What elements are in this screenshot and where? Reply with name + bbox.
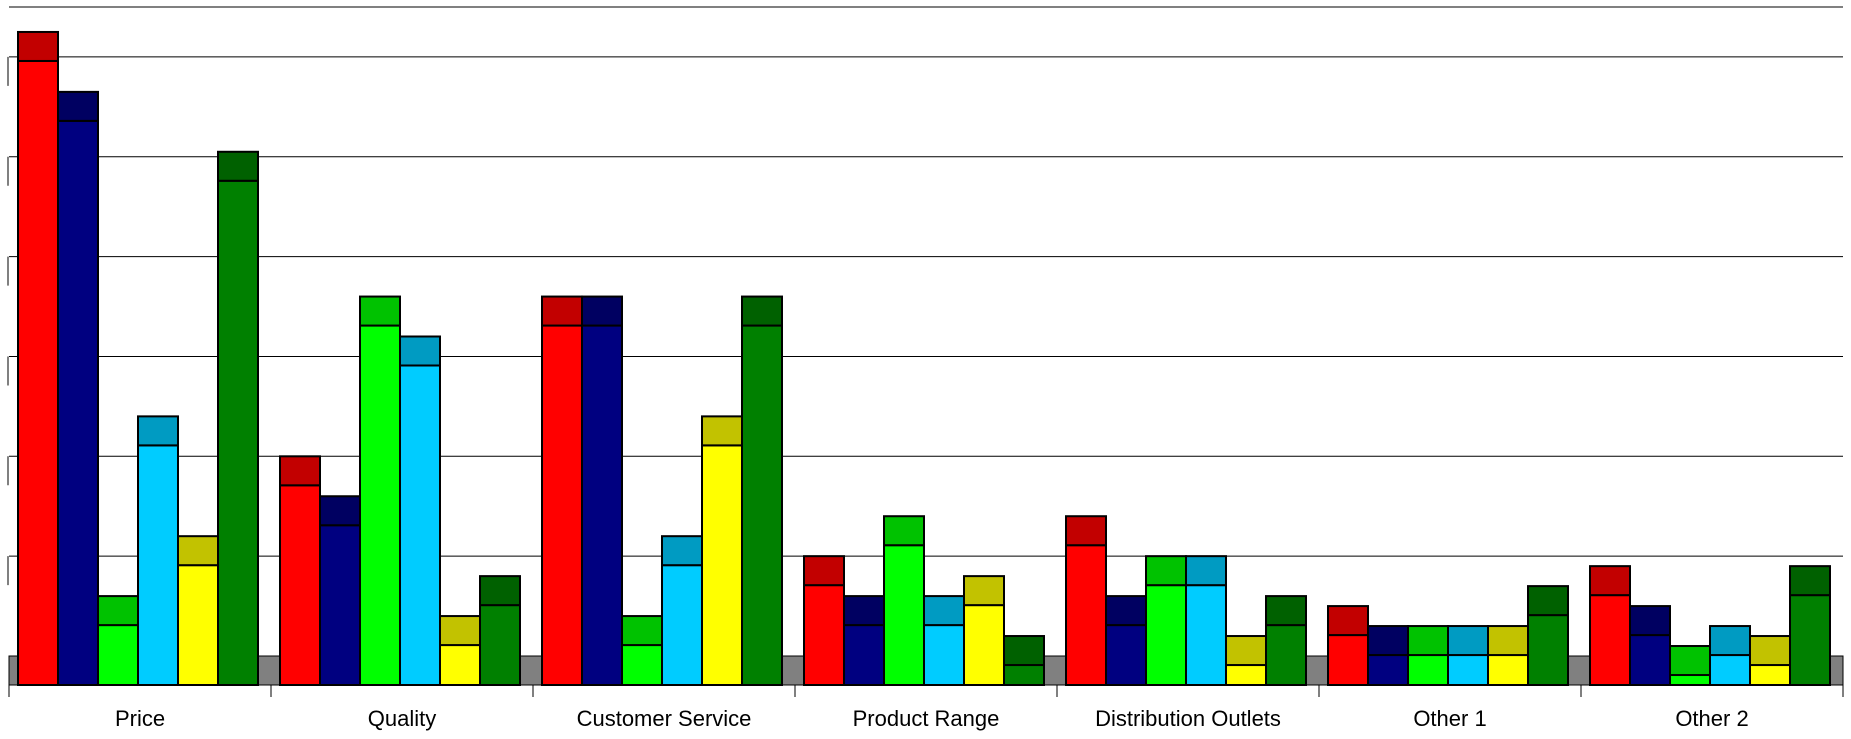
bar-top-2 [319, 495, 361, 527]
x-tick-label: Product Range [853, 706, 1000, 731]
bar-top-1 [1589, 565, 1631, 597]
bar-3-price [97, 624, 139, 686]
bar-top-6 [217, 150, 259, 182]
bar-top-2 [843, 595, 885, 627]
bar-3-product-range [883, 544, 925, 687]
bar-top-5 [177, 535, 219, 567]
bar-top-4 [399, 335, 441, 367]
bar-top-4 [661, 535, 703, 567]
bar-6-customer-service [741, 324, 783, 686]
bar-5-distribution-outlets [1225, 664, 1267, 686]
bar-4-customer-service [661, 564, 703, 687]
bar-top-4 [137, 415, 179, 447]
bar-2-price [57, 119, 99, 687]
bar-top-2 [581, 295, 623, 327]
bar-top-2 [1105, 595, 1147, 627]
bar-6-product-range [1003, 664, 1045, 686]
bar-6-quality [479, 604, 521, 686]
x-tick-label: Quality [368, 706, 436, 731]
bar-top-4 [1709, 625, 1751, 657]
bar-2-other-2 [1629, 634, 1671, 686]
bar-top-5 [1749, 635, 1791, 667]
bar-5-other-1 [1487, 654, 1529, 686]
bar-top-1 [541, 295, 583, 327]
bar-top-2 [1629, 605, 1671, 637]
bar-5-other-2 [1749, 664, 1791, 686]
x-tick-label: Customer Service [577, 706, 752, 731]
bar-top-3 [1145, 555, 1187, 587]
x-tick-label: Distribution Outlets [1095, 706, 1281, 731]
bar-5-product-range [963, 604, 1005, 686]
bar-2-distribution-outlets [1105, 624, 1147, 686]
bar-top-1 [17, 30, 59, 62]
bar-top-3 [1669, 645, 1711, 677]
bar-6-other-1 [1527, 614, 1569, 686]
bar-top-3 [621, 615, 663, 647]
bar-top-5 [701, 415, 743, 447]
bar-6-price [217, 179, 259, 686]
bar-5-quality [439, 644, 481, 686]
bar-4-product-range [923, 624, 965, 686]
bar-top-2 [57, 90, 99, 122]
bar-1-customer-service [541, 324, 583, 686]
bar-top-6 [1265, 595, 1307, 627]
bar-2-customer-service [581, 324, 623, 686]
bar-top-4 [923, 595, 965, 627]
bar-2-other-1 [1367, 654, 1409, 686]
bar-3-distribution-outlets [1145, 584, 1187, 687]
bar-top-1 [1327, 605, 1369, 637]
bar-top-6 [741, 295, 783, 327]
bar-top-5 [963, 575, 1005, 607]
bar-top-6 [479, 575, 521, 607]
bar-5-price [177, 564, 219, 687]
bar-6-distribution-outlets [1265, 624, 1307, 686]
bar-top-4 [1447, 625, 1489, 657]
bar-3-customer-service [621, 644, 663, 686]
bar-top-3 [883, 515, 925, 547]
bar-1-product-range [803, 584, 845, 687]
bar-top-6 [1789, 565, 1831, 597]
bar-1-quality [279, 484, 321, 686]
bar-1-distribution-outlets [1065, 544, 1107, 687]
bar-top-1 [279, 455, 321, 487]
bar-top-5 [1225, 635, 1267, 667]
bar-top-5 [1487, 625, 1529, 657]
bar-4-price [137, 444, 179, 686]
bar-4-other-1 [1447, 654, 1489, 686]
bar-1-other-1 [1327, 634, 1369, 686]
bar-3-quality [359, 324, 401, 686]
bar-5-customer-service [701, 444, 743, 686]
bar-3-other-1 [1407, 654, 1449, 686]
bar-1-price [17, 59, 59, 686]
bar-top-6 [1003, 635, 1045, 667]
bar-top-5 [439, 615, 481, 647]
bar-top-6 [1527, 585, 1569, 617]
bar-top-1 [803, 555, 845, 587]
bar-3-other-2 [1669, 674, 1711, 686]
bar-4-distribution-outlets [1185, 584, 1227, 687]
bar-top-2 [1367, 625, 1409, 657]
bar-top-4 [1185, 555, 1227, 587]
bar-4-quality [399, 364, 441, 686]
bar-top-3 [359, 295, 401, 327]
x-tick-label: Price [115, 706, 165, 731]
bar-top-3 [1407, 625, 1449, 657]
bar-4-other-2 [1709, 654, 1751, 686]
bar-2-product-range [843, 624, 885, 686]
bar-2-quality [319, 524, 361, 686]
x-tick-label: Other 2 [1675, 706, 1748, 731]
bar-6-other-2 [1789, 594, 1831, 687]
x-tick-label: Other 1 [1413, 706, 1486, 731]
bar-1-other-2 [1589, 594, 1631, 687]
bar-top-1 [1065, 515, 1107, 547]
bar-top-3 [97, 595, 139, 627]
